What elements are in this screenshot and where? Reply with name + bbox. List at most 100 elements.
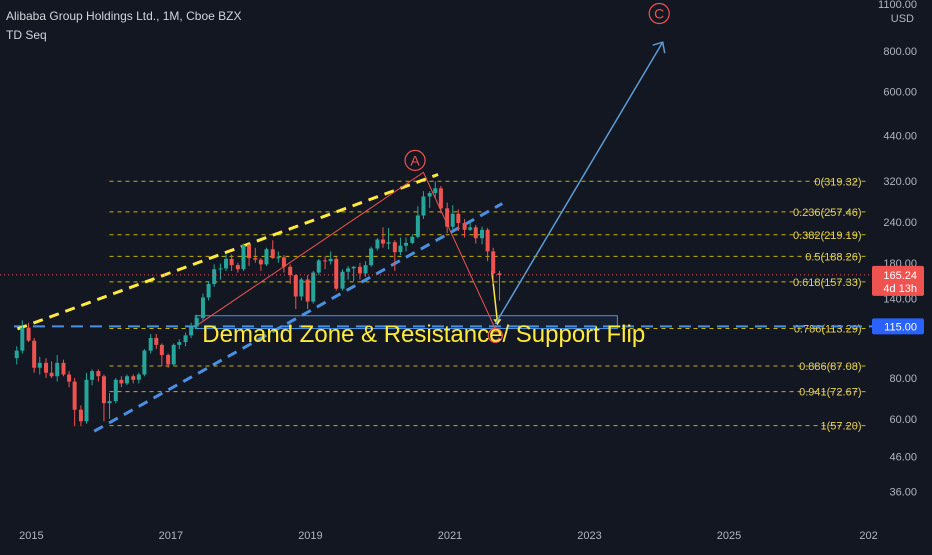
candle-body [20, 327, 25, 351]
candle-body [72, 381, 77, 410]
candle-body [427, 193, 432, 197]
candle-body [113, 379, 118, 402]
candle-body [450, 213, 455, 227]
x-tick-label: 2017 [159, 530, 183, 542]
candle-body [159, 344, 164, 356]
candle-body [142, 350, 147, 375]
candle-body [445, 208, 450, 227]
target-arrow-line [491, 270, 499, 322]
countdown-value: 4d 13h [883, 283, 917, 295]
y-tick-label: 440.00 [883, 131, 917, 143]
candle-body [253, 258, 258, 260]
candle-body [288, 266, 293, 276]
wave-label-c-low: C [490, 327, 500, 343]
wave-label-c-low-circle [487, 327, 503, 343]
candle-body [247, 244, 252, 259]
candle-body [404, 242, 409, 246]
projection-arrow-head [652, 41, 666, 54]
x-tick-label: 202 [859, 530, 877, 542]
candle-body [131, 376, 136, 380]
candle-body [398, 245, 403, 253]
fib-label-0.382: 0.382(219.19) [793, 230, 862, 242]
candle-body [473, 227, 478, 239]
candle-body [456, 213, 461, 224]
candle-body [438, 188, 443, 209]
candle-body [55, 362, 60, 377]
candle-body [78, 409, 83, 422]
symbol-title[interactable]: Alibaba Group Holdings Ltd., 1M, Cboe BZ… [6, 9, 242, 23]
candle-body [37, 362, 42, 368]
candle-body [480, 229, 485, 239]
candle-body [148, 338, 153, 351]
candle-body [241, 244, 246, 270]
candle-body [299, 279, 304, 297]
y-tick-label: 140.00 [883, 293, 917, 305]
fib-label-1: 1(57.20) [821, 421, 862, 433]
candle-body [281, 257, 286, 267]
candle-body [485, 229, 490, 252]
candlestick-series [14, 181, 502, 427]
candle-body [421, 196, 426, 216]
candle-body [212, 269, 217, 285]
candle-body [386, 242, 391, 244]
x-tick-label: 2021 [438, 530, 462, 542]
fib-label-0: 0(319.32) [814, 176, 861, 188]
candle-body [375, 239, 380, 249]
candle-body [334, 258, 339, 289]
candle-body [44, 362, 49, 373]
level-badge [872, 318, 924, 335]
candle-body [497, 273, 502, 275]
upper-channel-line [16, 173, 439, 331]
candle-body [189, 326, 194, 336]
candle-body [491, 251, 496, 274]
candle-body [224, 258, 229, 269]
candle-body [351, 266, 356, 269]
candle-body [166, 355, 171, 365]
candle-body [235, 265, 240, 270]
annotation-text: Demand Zone & Resistance/ Support Flip [202, 321, 645, 348]
candle-body [171, 344, 176, 365]
fib-label-0.236: 0.236(257.46) [793, 207, 862, 219]
candle-body [346, 268, 351, 272]
candle-body [154, 338, 159, 345]
wave-a-line [195, 171, 496, 330]
y-tick-label: 800.00 [883, 46, 917, 58]
candle-body [107, 401, 112, 404]
fib-label-0.786: 0.786(113.29) [794, 324, 862, 336]
candle-body [340, 271, 345, 289]
candle-body [177, 342, 182, 345]
y-tick-label: 80.00 [889, 373, 917, 385]
y-tick-label: 240.00 [883, 217, 917, 229]
level-badge-value: 115.00 [884, 321, 917, 333]
fib-label-0.618: 0.618(157.33) [793, 277, 862, 289]
indicator-name[interactable]: TD Seq [6, 28, 47, 42]
x-tick-label: 2015 [19, 530, 43, 542]
candle-body [276, 257, 281, 259]
candle-body [206, 284, 211, 298]
wave-label-a-circle [404, 149, 426, 171]
lower-channel-line [93, 202, 504, 433]
wave-label-c-target: C [654, 6, 664, 22]
y-tick-label: 600.00 [883, 87, 917, 99]
wave-label-c-target-circle [648, 2, 670, 25]
candle-body [194, 318, 199, 327]
fib-label-0.5: 0.5(188.26) [805, 251, 861, 263]
candle-body [316, 260, 321, 273]
time-axis[interactable]: 2015 2017 2019 2021 2023 2025 202 [19, 530, 878, 542]
candle-body [67, 374, 72, 382]
fibonacci-retracement: 0(319.32) 0.236(257.46) 0.382(219.19) 0.5(1… [109, 176, 869, 433]
candle-body [462, 223, 467, 230]
candle-body [14, 350, 19, 359]
candle-body [264, 249, 269, 265]
trend-drawings [13, 41, 872, 433]
candle-body [392, 242, 397, 253]
candle-body [305, 279, 310, 302]
candle-body [183, 335, 188, 343]
candle-body [101, 376, 106, 404]
candle-body [357, 266, 362, 274]
candle-body [468, 227, 473, 230]
candle-body [369, 248, 374, 266]
